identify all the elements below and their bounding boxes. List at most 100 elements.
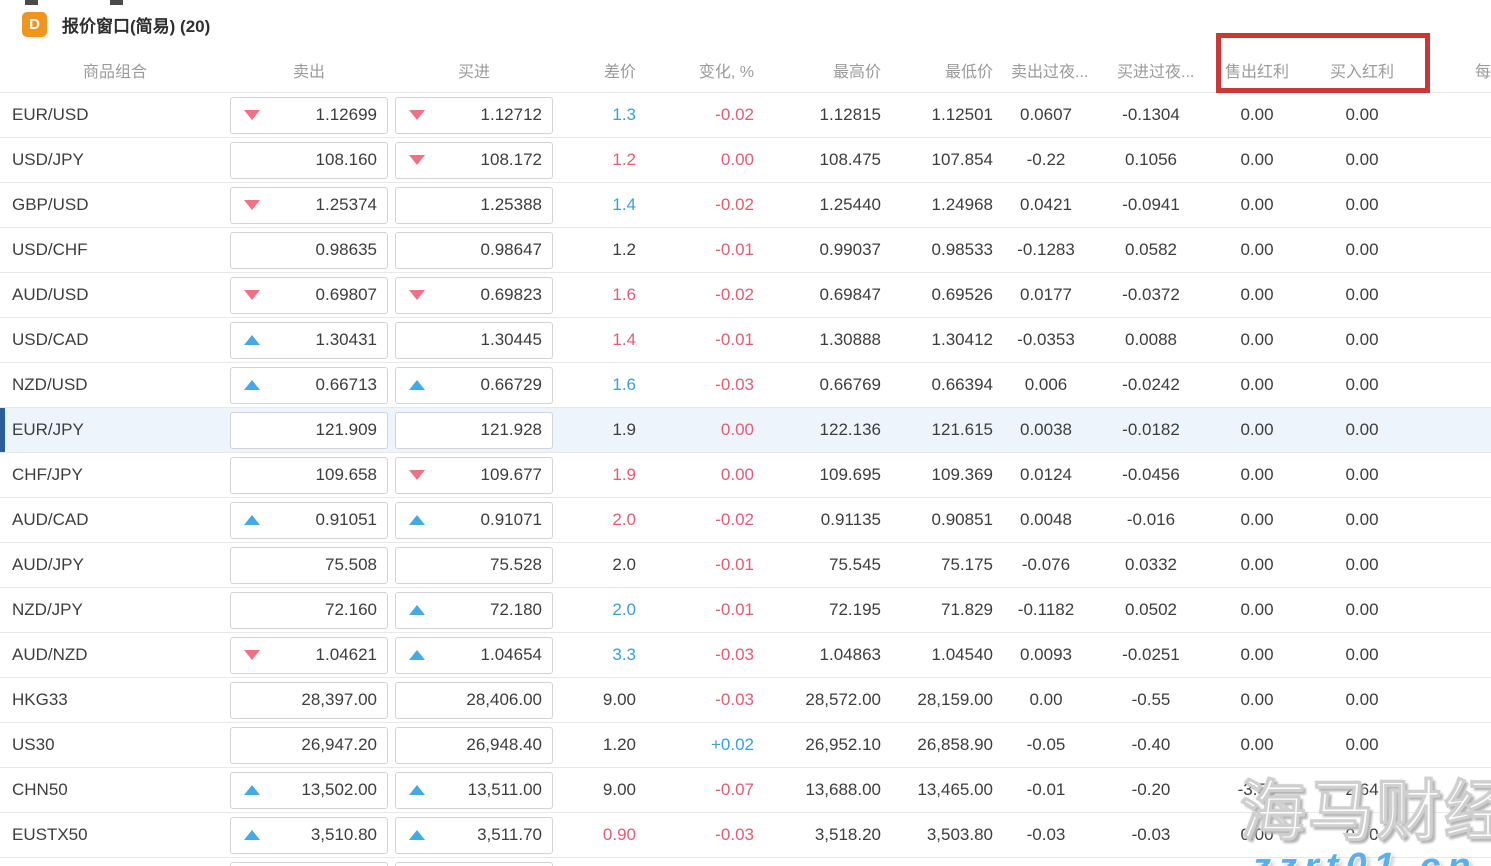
sell-price-box[interactable]: 1.30431 [230, 321, 388, 359]
buy-price-box[interactable]: 1.12712 [395, 96, 553, 134]
table-row[interactable] [0, 858, 1491, 866]
sell-price-box[interactable] [230, 861, 388, 866]
sell-price-box[interactable]: 75.508 [230, 546, 388, 584]
sell-price-box[interactable]: 13,502.00 [230, 771, 388, 809]
sell-dividend-cell: 0.00 [1240, 285, 1274, 304]
buy-price-box[interactable]: 1.25388 [395, 186, 553, 224]
sell-price-value: 3,510.80 [310, 825, 377, 844]
buy-price-box[interactable]: 108.172 [395, 141, 553, 179]
sell-trend-arrow-icon [244, 335, 260, 345]
sell-price-box[interactable]: 26,947.20 [230, 726, 388, 764]
column-header-buy-dividend[interactable]: 买入红利 [1329, 64, 1394, 81]
column-header-symbol[interactable]: 商品组合 [82, 64, 147, 81]
buy-price-cell: 1.30445 [395, 321, 553, 359]
buy-price-box[interactable]: 121.928 [395, 411, 553, 449]
buy-price-box[interactable]: 1.04654 [395, 636, 553, 674]
high-price-cell: 1.30888 [819, 330, 881, 349]
table-row[interactable]: GBP/USD 1.25374 1.25388 1.4 -0.02 1.2544… [0, 183, 1491, 228]
table-row[interactable]: NZD/JPY 72.160 72.180 2.0 -0.01 72.195 7… [0, 588, 1491, 633]
symbol-cell: AUD/USD [12, 285, 89, 304]
buy-price-cell: 0.66729 [395, 366, 553, 404]
buy-price-box[interactable]: 0.98647 [395, 231, 553, 269]
sell-price-cell: 13,502.00 [230, 771, 388, 809]
sell-overnight-cell: -0.01 [1026, 780, 1066, 799]
column-header-buy-overnight[interactable]: 买进过夜... [1117, 64, 1195, 81]
buy-price-cell: 1.25388 [395, 186, 553, 224]
change-cell: -0.02 [715, 285, 754, 304]
table-row[interactable]: AUD/CAD 0.91051 0.91071 2.0 -0.02 0.9113… [0, 498, 1491, 543]
column-header-high[interactable]: 最高价 [832, 64, 881, 81]
sell-price-box[interactable]: 108.160 [230, 141, 388, 179]
buy-price-box[interactable]: 3,511.70 [395, 816, 553, 854]
sell-price-box[interactable]: 0.91051 [230, 501, 388, 539]
buy-price-box[interactable]: 72.180 [395, 591, 553, 629]
sell-price-value: 13,502.00 [301, 780, 377, 799]
change-cell: -0.01 [715, 330, 754, 349]
table-row[interactable]: USD/CAD 1.30431 1.30445 1.4 -0.01 1.3088… [0, 318, 1491, 363]
sell-price-box[interactable]: 0.69807 [230, 276, 388, 314]
sell-price-box[interactable]: 1.12699 [230, 96, 388, 134]
low-price-cell: 0.90851 [931, 510, 993, 529]
buy-price-box[interactable]: 26,948.40 [395, 726, 553, 764]
table-row[interactable]: CHF/JPY 109.658 109.677 1.9 0.00 109.695… [0, 453, 1491, 498]
table-row[interactable]: AUD/JPY 75.508 75.528 2.0 -0.01 75.545 7… [0, 543, 1491, 588]
table-row[interactable]: AUD/USD 0.69807 0.69823 1.6 -0.02 0.6984… [0, 273, 1491, 318]
buy-price-value: 1.30445 [480, 330, 542, 349]
table-row[interactable]: AUD/NZD 1.04621 1.04654 3.3 -0.03 1.0486… [0, 633, 1491, 678]
buy-price-box[interactable]: 0.91071 [395, 501, 553, 539]
table-row[interactable]: USD/CHF 0.98635 0.98647 1.2 -0.01 0.9903… [0, 228, 1491, 273]
sell-price-box[interactable]: 0.66713 [230, 366, 388, 404]
high-price-cell: 1.25440 [819, 195, 881, 214]
buy-price-box[interactable]: 28,406.00 [395, 681, 553, 719]
sell-dividend-cell: 0.00 [1240, 105, 1274, 124]
high-price-cell: 75.545 [829, 555, 881, 574]
buy-price-box[interactable]: 0.66729 [395, 366, 553, 404]
symbol-cell: GBP/USD [12, 195, 89, 214]
table-row[interactable]: CHN50 13,502.00 13,511.00 9.00 -0.07 13,… [0, 768, 1491, 813]
column-header-per[interactable]: 每 [1474, 64, 1491, 81]
buy-price-cell [395, 861, 553, 866]
sell-price-box[interactable]: 3,510.80 [230, 816, 388, 854]
buy-price-box[interactable]: 13,511.00 [395, 771, 553, 809]
buy-price-cell: 109.677 [395, 456, 553, 494]
table-row[interactable]: EUR/JPY 121.909 121.928 1.9 0.00 122.136… [0, 408, 1491, 453]
sell-price-box[interactable]: 121.909 [230, 411, 388, 449]
symbol-cell: EUSTX50 [12, 825, 88, 844]
table-row[interactable]: HKG33 28,397.00 28,406.00 9.00 -0.03 28,… [0, 678, 1491, 723]
buy-price-box[interactable]: 109.677 [395, 456, 553, 494]
table-row[interactable]: US30 26,947.20 26,948.40 1.20 +0.02 26,9… [0, 723, 1491, 768]
sell-trend-arrow-icon [244, 515, 260, 525]
sell-price-box[interactable]: 28,397.00 [230, 681, 388, 719]
column-header-buy[interactable]: 买进 [457, 64, 490, 81]
buy-price-box[interactable]: 0.69823 [395, 276, 553, 314]
high-price-cell: 122.136 [819, 420, 881, 439]
column-header-change[interactable]: 变化, % [698, 64, 754, 81]
page-title: 报价窗口(简易) (20) [62, 16, 211, 36]
buy-price-box[interactable] [395, 861, 553, 866]
buy-price-box[interactable]: 1.30445 [395, 321, 553, 359]
sell-price-box[interactable]: 1.04621 [230, 636, 388, 674]
buy-price-box[interactable]: 75.528 [395, 546, 553, 584]
sell-trend-arrow-icon [244, 290, 260, 300]
column-header-low[interactable]: 最低价 [944, 64, 993, 81]
sell-price-box[interactable]: 72.160 [230, 591, 388, 629]
sell-price-box[interactable]: 109.658 [230, 456, 388, 494]
column-header-spread[interactable]: 差价 [603, 64, 636, 81]
sell-price-value: 28,397.00 [301, 690, 377, 709]
buy-dividend-cell: 2.64 [1345, 780, 1379, 799]
sell-price-box[interactable]: 1.25374 [230, 186, 388, 224]
column-header-sell[interactable]: 卖出 [292, 64, 325, 81]
table-row[interactable]: USD/JPY 108.160 108.172 1.2 0.00 108.475… [0, 138, 1491, 183]
low-price-cell: 1.04540 [931, 645, 993, 664]
column-header-sell-overnight[interactable]: 卖出过夜... [1011, 64, 1089, 81]
sell-dividend-cell: -3.53 [1237, 780, 1277, 799]
sell-price-cell: 109.658 [230, 456, 388, 494]
table-row[interactable]: EUR/USD 1.12699 1.12712 1.3 -0.02 1.1281… [0, 93, 1491, 138]
table-row[interactable]: EUSTX50 3,510.80 3,511.70 0.90 -0.03 3,5… [0, 813, 1491, 858]
buy-dividend-cell: 0.00 [1345, 105, 1379, 124]
sell-price-box[interactable]: 0.98635 [230, 231, 388, 269]
table-row[interactable]: NZD/USD 0.66713 0.66729 1.6 -0.03 0.6676… [0, 363, 1491, 408]
sell-overnight-cell: 0.006 [1024, 375, 1068, 394]
column-header-sell-dividend[interactable]: 售出红利 [1224, 64, 1289, 81]
